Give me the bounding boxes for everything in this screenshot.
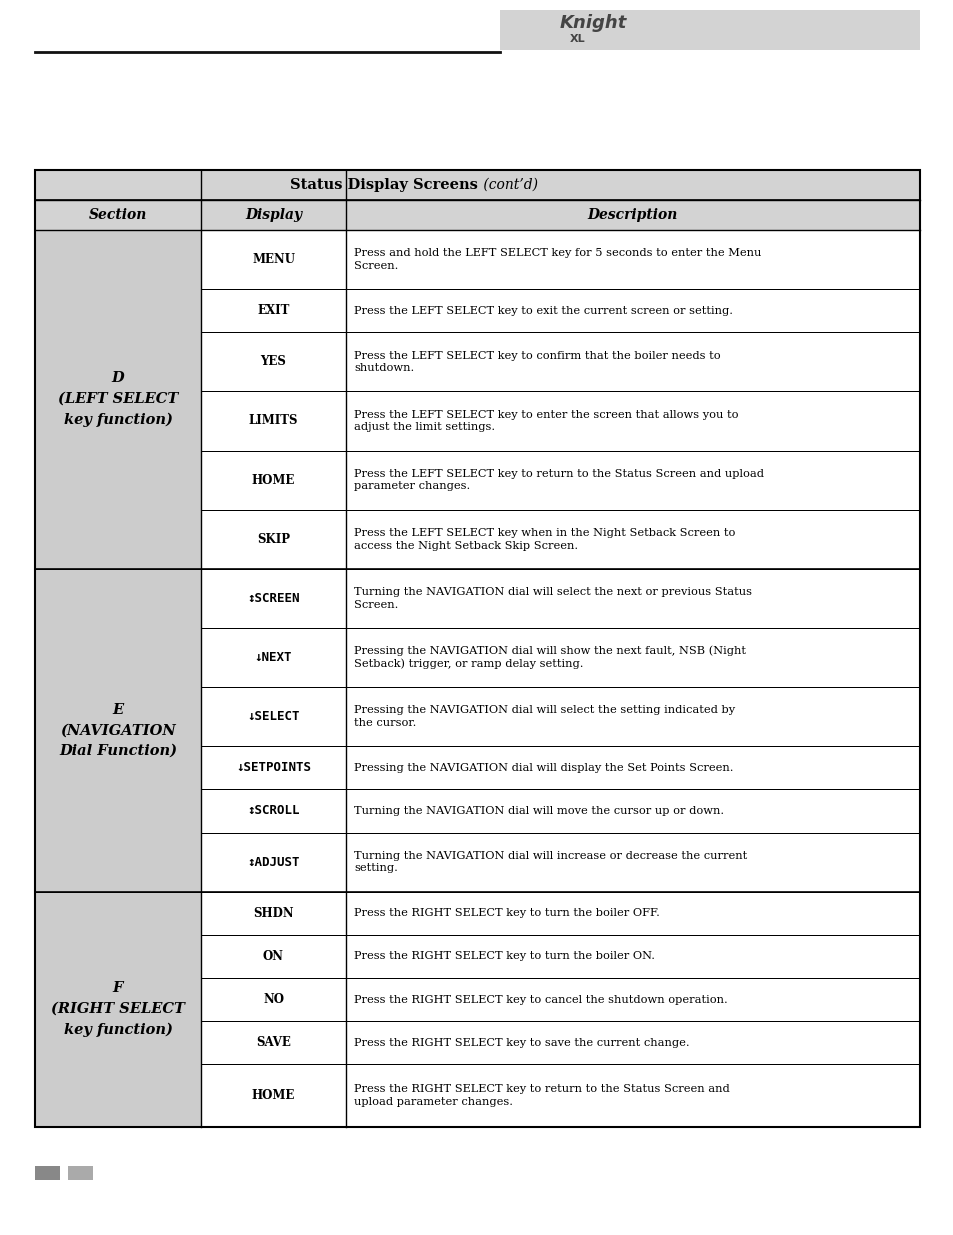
Text: the cursor.: the cursor.	[354, 718, 416, 727]
Text: ↕ADJUST: ↕ADJUST	[247, 856, 299, 868]
Text: (cont’d): (cont’d)	[479, 178, 537, 191]
Text: Press the RIGHT SELECT key to turn the boiler OFF.: Press the RIGHT SELECT key to turn the b…	[354, 908, 659, 919]
Text: SHDN: SHDN	[253, 906, 294, 920]
Text: MENU: MENU	[252, 253, 294, 266]
Text: parameter changes.: parameter changes.	[354, 482, 470, 492]
Text: ↓SELECT: ↓SELECT	[247, 710, 299, 722]
Bar	[346, 935, 919, 978]
Text: Press the LEFT SELECT key to enter the screen that allows you to: Press the LEFT SELECT key to enter the s…	[354, 410, 738, 420]
Bar	[201, 687, 346, 746]
Text: HOME: HOME	[252, 473, 294, 487]
Text: Press the LEFT SELECT key when in the Night Setback Screen to: Press the LEFT SELECT key when in the Ni…	[354, 527, 735, 538]
Text: Turning the NAVIGATION dial will increase or decrease the current: Turning the NAVIGATION dial will increas…	[354, 851, 746, 861]
Bar	[346, 687, 919, 746]
Text: Description: Description	[587, 207, 678, 222]
Text: Pressing the NAVIGATION dial will select the setting indicated by: Pressing the NAVIGATION dial will select…	[354, 705, 735, 715]
Bar	[201, 1065, 346, 1128]
Text: ↓SETPOINTS: ↓SETPOINTS	[235, 761, 311, 774]
Text: ON: ON	[263, 950, 284, 963]
Bar	[35, 569, 201, 892]
Text: Press and hold the LEFT SELECT key for 5 seconds to enter the Menu: Press and hold the LEFT SELECT key for 5…	[354, 248, 760, 258]
Bar	[346, 289, 919, 332]
Bar	[35, 892, 201, 1128]
Text: Press the LEFT SELECT key to confirm that the boiler needs to: Press the LEFT SELECT key to confirm tha…	[354, 351, 720, 361]
Text: EXIT: EXIT	[257, 304, 290, 317]
Bar	[201, 200, 346, 230]
Bar	[35, 170, 919, 1128]
Text: Press the RIGHT SELECT key to cancel the shutdown operation.: Press the RIGHT SELECT key to cancel the…	[354, 994, 727, 1004]
Bar	[201, 832, 346, 892]
Bar	[35, 200, 201, 230]
Text: LIMITS: LIMITS	[249, 415, 298, 427]
Bar	[201, 627, 346, 687]
Text: ↓NEXT: ↓NEXT	[254, 651, 292, 664]
Text: Pressing the NAVIGATION dial will display the Set Points Screen.: Pressing the NAVIGATION dial will displa…	[354, 763, 733, 773]
Bar	[201, 289, 346, 332]
Text: Section: Section	[89, 207, 147, 222]
Bar	[201, 451, 346, 510]
Text: ↕SCROLL: ↕SCROLL	[247, 804, 299, 818]
Text: Press the LEFT SELECT key to exit the current screen or setting.: Press the LEFT SELECT key to exit the cu…	[354, 306, 732, 316]
Bar	[201, 569, 346, 627]
Bar	[346, 978, 919, 1021]
Bar	[499, 10, 919, 49]
Bar	[201, 935, 346, 978]
Text: YES: YES	[260, 356, 286, 368]
Text: F
(RIGHT SELECT
key function): F (RIGHT SELECT key function)	[51, 982, 185, 1037]
Text: adjust the limit settings.: adjust the limit settings.	[354, 422, 495, 432]
Text: SAVE: SAVE	[255, 1036, 291, 1050]
Text: Press the RIGHT SELECT key to save the current change.: Press the RIGHT SELECT key to save the c…	[354, 1037, 689, 1047]
Text: D
(LEFT SELECT
key function): D (LEFT SELECT key function)	[58, 372, 178, 427]
Text: Screen.: Screen.	[354, 600, 398, 610]
Bar	[346, 892, 919, 935]
Bar	[346, 332, 919, 391]
Bar	[346, 200, 919, 230]
Text: Press the RIGHT SELECT key to return to the Status Screen and: Press the RIGHT SELECT key to return to …	[354, 1084, 729, 1094]
Text: Screen.: Screen.	[354, 261, 398, 270]
Bar	[68, 1166, 92, 1179]
Text: Turning the NAVIGATION dial will move the cursor up or down.: Turning the NAVIGATION dial will move th…	[354, 806, 723, 816]
Bar	[201, 391, 346, 451]
Text: Press the RIGHT SELECT key to turn the boiler ON.: Press the RIGHT SELECT key to turn the b…	[354, 951, 655, 962]
Bar	[346, 832, 919, 892]
Bar	[201, 230, 346, 289]
Text: HOME: HOME	[252, 1089, 294, 1102]
Text: Setback) trigger, or ramp delay setting.: Setback) trigger, or ramp delay setting.	[354, 658, 583, 669]
Text: Turning the NAVIGATION dial will select the next or previous Status: Turning the NAVIGATION dial will select …	[354, 587, 751, 597]
Text: Display: Display	[245, 207, 302, 222]
Text: Knight: Knight	[559, 14, 627, 32]
Text: NO: NO	[263, 993, 284, 1007]
Text: Press the LEFT SELECT key to return to the Status Screen and upload: Press the LEFT SELECT key to return to t…	[354, 469, 763, 479]
Bar	[201, 789, 346, 832]
Bar	[346, 230, 919, 289]
Text: E
(NAVIGATION
Dial Function): E (NAVIGATION Dial Function)	[59, 703, 177, 758]
Bar	[201, 510, 346, 569]
Bar	[346, 627, 919, 687]
Bar	[346, 1065, 919, 1128]
Text: SKIP: SKIP	[256, 532, 290, 546]
Bar	[346, 569, 919, 627]
Bar	[35, 1166, 60, 1179]
Bar	[35, 230, 201, 569]
Bar	[346, 746, 919, 789]
Text: access the Night Setback Skip Screen.: access the Night Setback Skip Screen.	[354, 541, 578, 551]
Text: Status Display Screens: Status Display Screens	[290, 178, 477, 191]
Text: XL: XL	[569, 35, 585, 44]
Bar	[346, 1021, 919, 1065]
Bar	[201, 1021, 346, 1065]
Bar	[201, 746, 346, 789]
Bar	[201, 978, 346, 1021]
Bar	[346, 789, 919, 832]
Text: upload parameter changes.: upload parameter changes.	[354, 1097, 513, 1107]
Bar	[201, 332, 346, 391]
Text: Pressing the NAVIGATION dial will show the next fault, NSB (Night: Pressing the NAVIGATION dial will show t…	[354, 646, 745, 657]
Text: shutdown.: shutdown.	[354, 363, 414, 373]
Bar	[346, 510, 919, 569]
Text: setting.: setting.	[354, 863, 397, 873]
Bar	[35, 170, 919, 200]
Bar	[346, 391, 919, 451]
Bar	[346, 451, 919, 510]
Text: ↕SCREEN: ↕SCREEN	[247, 592, 299, 605]
Bar	[201, 892, 346, 935]
